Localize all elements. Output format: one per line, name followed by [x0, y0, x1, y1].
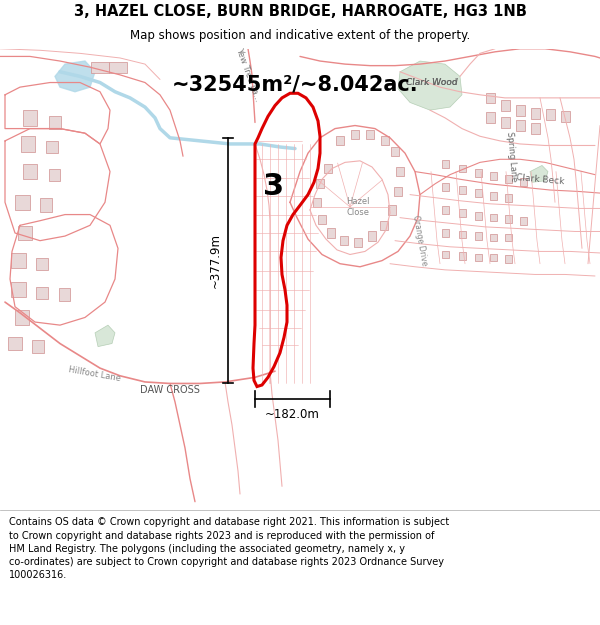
Text: ~377.9m: ~377.9m — [209, 233, 222, 288]
Bar — [313, 198, 321, 207]
Bar — [458, 253, 466, 260]
Bar — [336, 136, 344, 146]
Text: Hazel
Close: Hazel Close — [346, 198, 370, 217]
Bar — [490, 173, 497, 180]
Bar — [14, 194, 29, 210]
Bar — [442, 229, 449, 237]
Text: Map shows position and indicative extent of the property.: Map shows position and indicative extent… — [130, 29, 470, 42]
Bar — [23, 110, 37, 126]
Bar — [381, 136, 389, 146]
Bar — [380, 221, 388, 230]
Bar — [442, 251, 449, 258]
Bar — [490, 214, 497, 221]
Bar — [505, 234, 511, 241]
Bar — [318, 214, 326, 224]
Bar — [500, 100, 509, 111]
Bar — [327, 228, 335, 238]
Bar — [8, 337, 22, 351]
Bar — [316, 179, 324, 189]
Bar — [560, 111, 569, 122]
Bar — [368, 231, 376, 241]
Bar — [11, 282, 25, 298]
Bar — [485, 112, 494, 123]
Bar — [396, 167, 404, 176]
Bar — [530, 108, 539, 119]
Bar — [394, 187, 402, 196]
Text: DAW CROSS: DAW CROSS — [140, 384, 200, 394]
Bar — [40, 199, 52, 212]
Bar — [505, 255, 511, 263]
Bar — [475, 189, 482, 197]
Text: 3: 3 — [263, 173, 284, 201]
Polygon shape — [95, 325, 115, 347]
Bar — [520, 217, 527, 224]
Bar — [340, 236, 348, 245]
Text: Spring Lane: Spring Lane — [505, 131, 518, 182]
Bar — [485, 92, 494, 103]
Bar — [388, 206, 396, 214]
Bar — [458, 186, 466, 194]
Text: Clark Wood: Clark Wood — [406, 78, 458, 87]
Bar — [458, 164, 466, 172]
Bar — [59, 288, 70, 301]
Bar — [475, 169, 482, 177]
Text: Clark Beck: Clark Beck — [515, 173, 565, 186]
Bar — [442, 183, 449, 191]
Bar — [475, 254, 482, 261]
Bar — [490, 234, 497, 241]
Bar — [458, 231, 466, 238]
Text: Orange Drive: Orange Drive — [411, 215, 429, 267]
Bar — [490, 192, 497, 200]
Bar — [324, 164, 332, 173]
Polygon shape — [55, 61, 95, 92]
Bar — [351, 130, 359, 139]
Bar — [515, 120, 524, 131]
Bar — [520, 179, 527, 186]
Bar — [32, 341, 44, 352]
Bar — [15, 310, 29, 325]
Bar — [505, 194, 511, 201]
Text: 3, HAZEL CLOSE, BURN BRIDGE, HARROGATE, HG3 1NB: 3, HAZEL CLOSE, BURN BRIDGE, HARROGATE, … — [74, 4, 526, 19]
Text: Clark Wood: Clark Wood — [406, 78, 458, 87]
Bar — [36, 287, 48, 299]
Text: Yew Tree La...: Yew Tree La... — [234, 47, 262, 103]
Bar — [23, 164, 37, 179]
Bar — [366, 130, 374, 139]
Bar — [545, 109, 554, 120]
Bar — [442, 206, 449, 214]
Bar — [515, 105, 524, 116]
Bar — [458, 209, 466, 217]
Bar — [18, 226, 32, 240]
Text: ~182.0m: ~182.0m — [265, 408, 320, 421]
Bar — [505, 216, 511, 223]
Bar — [530, 123, 539, 134]
Bar — [21, 136, 35, 152]
Bar — [475, 213, 482, 220]
Bar — [109, 62, 127, 72]
Bar — [442, 160, 449, 168]
Polygon shape — [398, 61, 462, 110]
Bar — [391, 147, 399, 156]
Bar — [475, 232, 482, 240]
Text: Hillfoot Lane: Hillfoot Lane — [68, 365, 122, 383]
Bar — [505, 176, 511, 183]
Text: ~32545m²/~8.042ac.: ~32545m²/~8.042ac. — [172, 75, 418, 95]
Polygon shape — [530, 166, 548, 182]
Text: Contains OS data © Crown copyright and database right 2021. This information is : Contains OS data © Crown copyright and d… — [9, 518, 449, 580]
Bar — [49, 169, 59, 181]
Bar — [11, 253, 25, 268]
Bar — [91, 62, 109, 72]
Bar — [36, 258, 48, 270]
Bar — [500, 117, 509, 128]
Bar — [49, 116, 61, 129]
Bar — [354, 238, 362, 247]
Bar — [490, 254, 497, 261]
Bar — [46, 141, 58, 153]
